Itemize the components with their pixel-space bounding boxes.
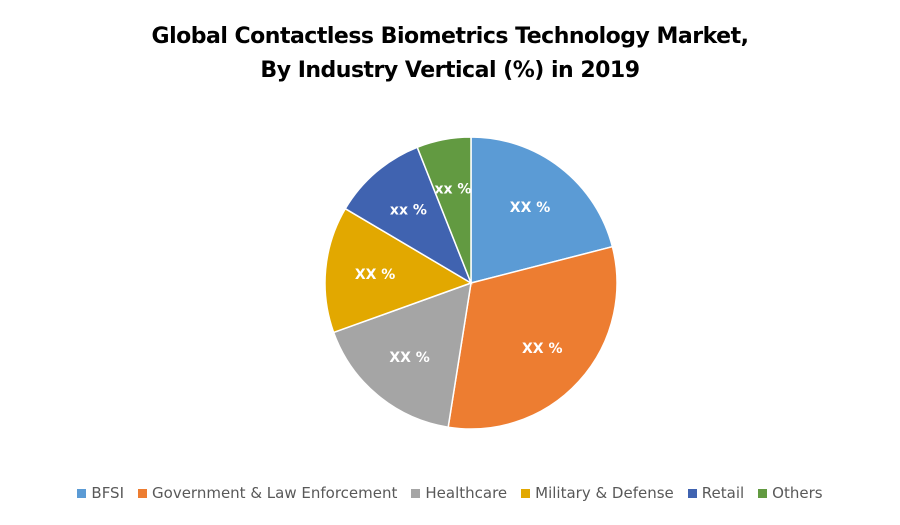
pie-slice-retail — [344, 146, 473, 285]
legend-swatch — [138, 488, 148, 498]
data-label: XX % — [522, 341, 563, 357]
legend-item: Military & Defense — [521, 484, 674, 502]
pie-slice-others — [416, 136, 472, 284]
legend-label: Retail — [701, 484, 745, 502]
legend-item: Others — [758, 484, 823, 502]
pie-slice-military-defense — [324, 207, 473, 334]
legend-swatch — [687, 488, 697, 498]
legend-item: Government & Law Enforcement — [138, 484, 397, 502]
chart-title: Global Contactless Biometrics Technology… — [0, 20, 900, 88]
legend-label: Military & Defense — [535, 484, 674, 502]
chart-title-line-2: By Industry Vertical (%) in 2019 — [260, 58, 640, 83]
legend-swatch — [77, 488, 87, 498]
legend-swatch — [521, 488, 531, 498]
legend-swatch — [758, 488, 768, 498]
pie-slice-bfsi — [470, 136, 614, 284]
legend-item: Retail — [687, 484, 745, 502]
pie-slice-healthcare — [332, 281, 472, 429]
legend-label: BFSI — [91, 484, 125, 502]
data-label: xx % — [434, 181, 471, 197]
data-label: xx % — [390, 203, 427, 219]
legend-label: Healthcare — [425, 484, 508, 502]
legend-label: Others — [772, 484, 823, 502]
legend-label: Government & Law Enforcement — [152, 484, 398, 502]
chart-title-line-1: Global Contactless Biometrics Technology… — [151, 24, 749, 49]
data-label: XX % — [510, 200, 551, 216]
legend: BFSI Government & Law Enforcement Healthca… — [0, 484, 900, 502]
legend-swatch — [411, 488, 421, 498]
data-label: XX % — [389, 350, 430, 366]
legend-item: BFSI — [77, 484, 124, 502]
pie-slice-government-law-enforcement — [447, 245, 618, 430]
data-label: XX % — [355, 267, 396, 283]
legend-item: Healthcare — [411, 484, 507, 502]
